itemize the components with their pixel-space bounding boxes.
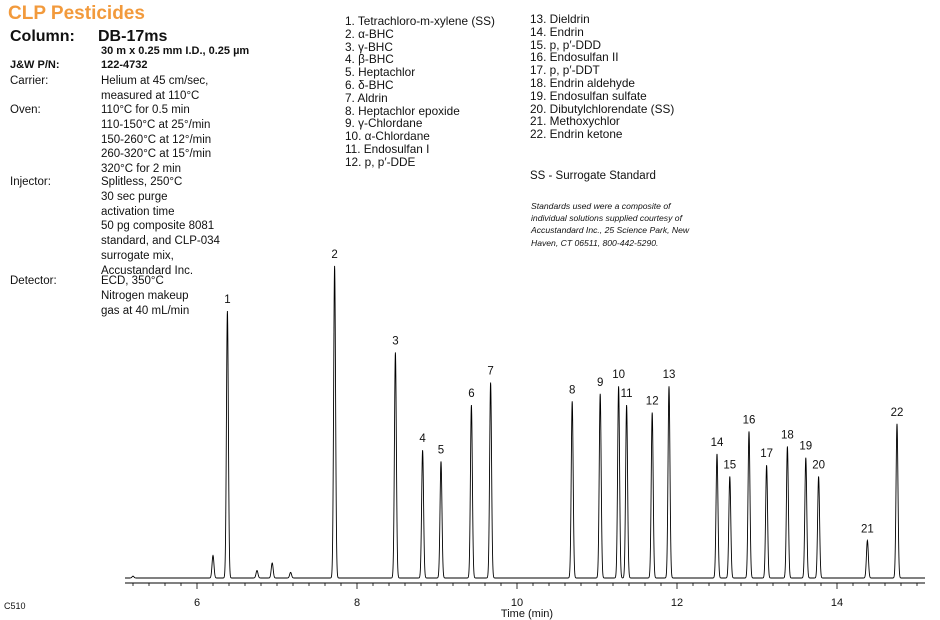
column-description: 30 m x 0.25 mm I.D., 0.25 µm bbox=[101, 45, 250, 57]
peak-label: 11 bbox=[621, 388, 633, 400]
condition-values: Helium at 45 cm/sec, measured at 110°C bbox=[101, 74, 208, 104]
peak-label: 6 bbox=[468, 388, 474, 400]
peak-list-item: 19. Endosulfan sulfate bbox=[530, 88, 647, 103]
column-name: DB-17ms bbox=[98, 28, 168, 45]
peak-label: 16 bbox=[743, 414, 756, 426]
peak-label: 2 bbox=[331, 249, 337, 261]
peak-list-item: 15. p, p′-DDD bbox=[530, 37, 602, 52]
figure-code: C510 bbox=[4, 601, 26, 611]
peak-label: 5 bbox=[438, 444, 444, 456]
x-tick-label: 14 bbox=[831, 597, 843, 609]
peak-label: 3 bbox=[392, 335, 398, 347]
peak-list-item: 9. γ-Chlordane bbox=[345, 116, 423, 131]
peak-label: 21 bbox=[861, 523, 874, 535]
condition-line: 260-320°C at 15°/min bbox=[101, 148, 212, 161]
part-number-row: J&W P/N: 122-4732 bbox=[10, 59, 148, 71]
peak-list-2: 13. Dieldrin 14. Endrin 15. p, p′-DDD 16. E… bbox=[530, 13, 674, 141]
condition-line: 110-150°C at 25°/min bbox=[101, 118, 211, 131]
condition-line: standard, and CLP-034 bbox=[101, 235, 220, 248]
peak-label: 1 bbox=[224, 294, 230, 306]
standards-note-line: individual solutions supplied courtesy o… bbox=[531, 213, 682, 224]
peak-label: 13 bbox=[663, 369, 676, 381]
chromatogram-trace bbox=[125, 265, 925, 579]
peak-list-item: 11. Endosulfan I bbox=[345, 141, 430, 156]
condition-label: Detector: bbox=[10, 275, 57, 287]
peak-label: 18 bbox=[781, 429, 794, 441]
peak-label: 22 bbox=[891, 407, 904, 419]
column-row: Column: DB-17ms bbox=[10, 28, 167, 46]
peak-label: 15 bbox=[723, 459, 736, 471]
condition-line: 50 pg composite 8081 bbox=[101, 220, 215, 233]
part-number-value: 122-4732 bbox=[101, 59, 148, 71]
peak-label: 4 bbox=[419, 433, 426, 445]
peak-list-item: 12. p, p′-DDE bbox=[345, 154, 416, 169]
peak-label: 20 bbox=[812, 459, 825, 471]
condition-line: 30 sec purge bbox=[101, 190, 168, 203]
peak-label: 14 bbox=[711, 437, 724, 449]
condition-line: Splitless, 250°C bbox=[101, 176, 183, 188]
condition-values: 110°C for 0.5 min 110-150°C at 25°/min 150… bbox=[101, 103, 211, 177]
condition-line: Accustandard Inc. bbox=[101, 264, 194, 277]
condition-line: surrogate mix, bbox=[101, 249, 174, 262]
condition-values: Splitless, 250°C 30 sec purge activation t… bbox=[101, 175, 220, 279]
peak-label: 12 bbox=[646, 396, 659, 408]
x-tick-label: 6 bbox=[194, 597, 200, 609]
peak-list-item: 1. Tetrachloro-m-xylene (SS) bbox=[345, 14, 495, 28]
condition-line: gas at 40 mL/min bbox=[101, 304, 190, 317]
peak-list-item: 4. β-BHC bbox=[345, 52, 394, 67]
peak-label: 10 bbox=[612, 369, 625, 381]
column-label: Column: bbox=[10, 28, 75, 45]
condition-label: Injector: bbox=[10, 176, 51, 188]
part-number-label: J&W P/N: bbox=[10, 59, 60, 71]
peak-label: 7 bbox=[487, 365, 493, 377]
condition-label: Oven: bbox=[10, 104, 41, 116]
condition-line: 320°C for 2 min bbox=[101, 163, 182, 176]
standards-note-line: Accustandard Inc., 25 Science Park, New bbox=[531, 225, 690, 236]
peak-list-item: 16. Endosulfan II bbox=[530, 50, 619, 65]
condition-label: Carrier: bbox=[10, 75, 49, 87]
x-tick-label: 8 bbox=[354, 597, 360, 609]
peak-list-item: 13. Dieldrin bbox=[530, 12, 590, 26]
surrogate-note: SS - Surrogate Standard bbox=[530, 170, 656, 182]
x-tick-label: 10 bbox=[511, 597, 523, 609]
x-tick-label: 12 bbox=[671, 597, 683, 609]
peak-list-item: 18. Endrin aldehyde bbox=[530, 75, 635, 90]
peak-list-item: 5. Heptachlor bbox=[345, 65, 416, 80]
peak-list-item: 7. Aldrin bbox=[345, 90, 388, 105]
peak-list-item: 22. Endrin ketone bbox=[530, 127, 623, 142]
standards-note-line: Standards used were a composite of bbox=[531, 201, 671, 211]
condition-line: Helium at 45 cm/sec, bbox=[101, 75, 209, 87]
peak-label: 17 bbox=[760, 448, 773, 460]
peak-label: 19 bbox=[799, 441, 812, 453]
peak-list-item: 20. Dibutylchlorendate (SS) bbox=[530, 101, 675, 116]
condition-line: activation time bbox=[101, 205, 175, 218]
peak-list-item: 21. Methoxychlor bbox=[530, 114, 620, 129]
peak-list-item: 14. Endrin bbox=[530, 24, 584, 39]
peak-list-item: 3. γ-BHC bbox=[345, 39, 393, 54]
x-axis-label: Time (min) bbox=[501, 608, 553, 620]
peak-label: 9 bbox=[597, 377, 603, 389]
peak-list-item: 17. p, p′-DDT bbox=[530, 63, 600, 78]
standards-note: Standards used were a composite of indivi… bbox=[531, 200, 689, 249]
peak-list-item: 2. α-BHC bbox=[345, 26, 394, 41]
peak-list-item: 8. Heptachlor epoxide bbox=[345, 103, 460, 118]
standards-note-line: Haven, CT 06511, 800-442-5290. bbox=[531, 237, 659, 248]
condition-line: 150-260°C at 12°/min bbox=[101, 133, 212, 146]
peak-list-1: 1. Tetrachloro-m-xylene (SS) 2. α-BHC 3. γ… bbox=[345, 15, 495, 169]
condition-values: ECD, 350°C Nitrogen makeup gas at 40 mL/mi… bbox=[101, 274, 189, 318]
peak-label: 8 bbox=[569, 384, 575, 396]
condition-line: ECD, 350°C bbox=[101, 275, 164, 287]
condition-line: measured at 110°C bbox=[101, 89, 200, 102]
condition-line: Nitrogen makeup bbox=[101, 289, 189, 302]
page-title: CLP Pesticides bbox=[8, 3, 145, 24]
peak-list-item: 10. α-Chlordane bbox=[345, 129, 430, 144]
condition-line: 110°C for 0.5 min bbox=[101, 104, 190, 116]
peak-list-item: 6. δ-BHC bbox=[345, 77, 394, 92]
